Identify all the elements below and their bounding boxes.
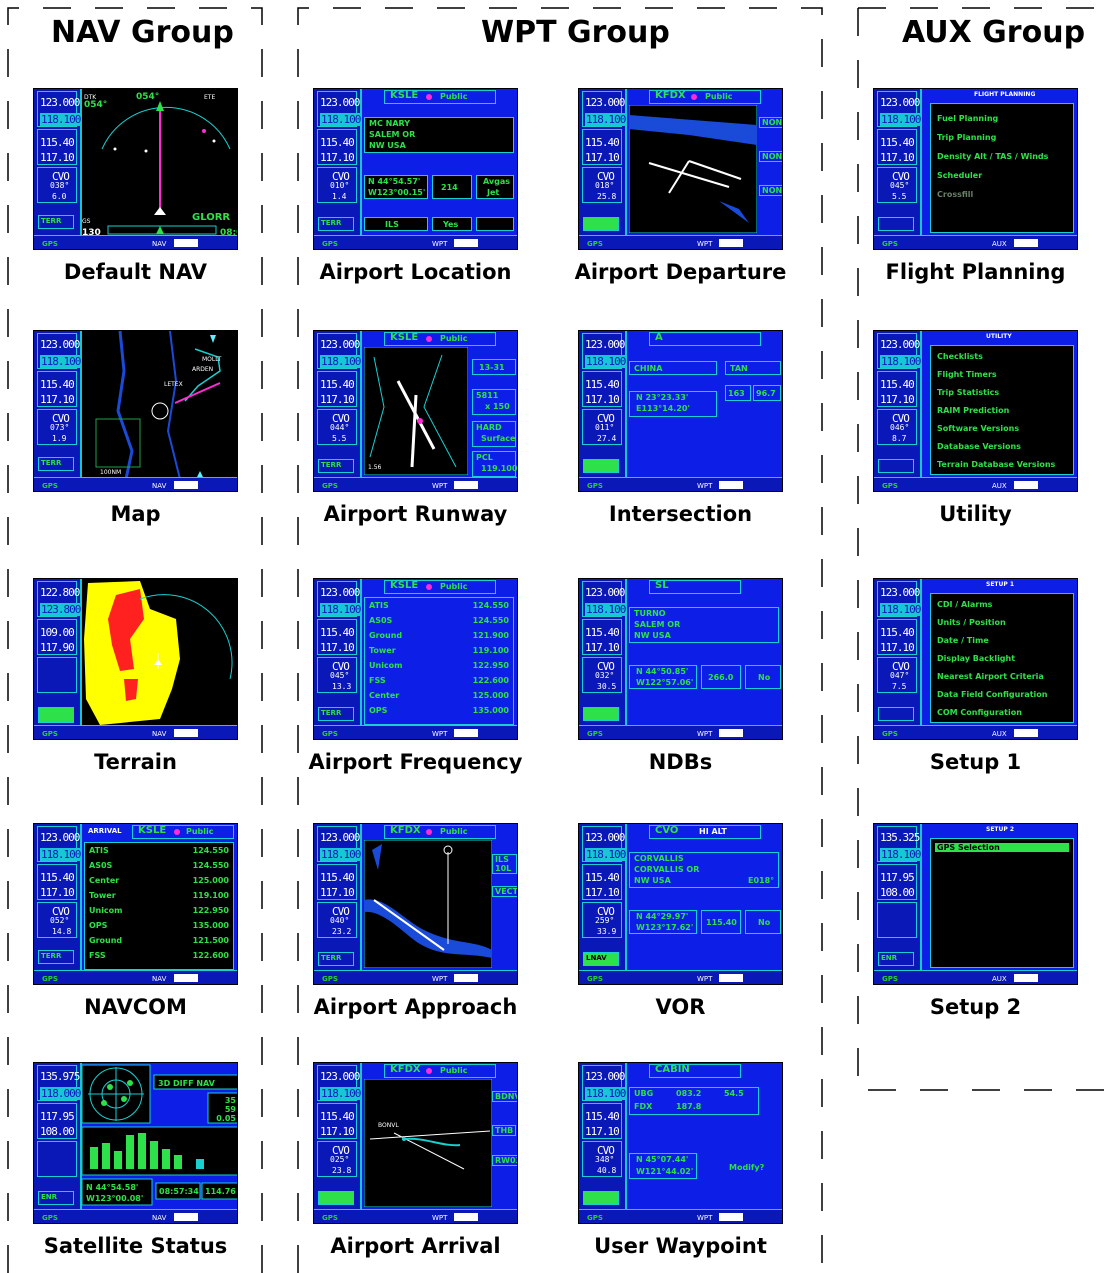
svg-text:08:57:34: 08:57:34 <box>159 1187 199 1196</box>
svg-text:3D DIFF NAV: 3D DIFF NAV <box>158 1079 216 1088</box>
screen-intersection: 123.000 118.100 115.40 117.10 CVO 011° 27.4 … <box>578 330 783 492</box>
caption-intersection: Intersection <box>608 502 753 526</box>
screen-navcom: 123.000 118.100 115.40 117.10 CVO 052° 14.8 … <box>33 823 238 985</box>
caption-airport-runway: Airport Runway <box>323 502 508 526</box>
screen-utility: 123.000 118.100 115.40 117.10 CVO 046° 8.7 U… <box>873 330 1078 492</box>
screen-ndbs: 123.000 118.100 115.40 117.10 CVO 032° 30.5 … <box>578 578 783 740</box>
screen-airport-runway: 123.000 118.100 115.40 117.10 CVO 044° 5.5 T… <box>313 330 518 492</box>
svg-text:08:03: 08:03 <box>220 228 238 237</box>
aux-group-outline <box>857 7 1108 1091</box>
svg-text:BONVL: BONVL <box>378 1122 399 1129</box>
svg-text:35: 35 <box>225 1096 237 1105</box>
svg-text:114.76: 114.76 <box>205 1187 236 1196</box>
caption-terrain: Terrain <box>94 750 177 774</box>
nav-group-box <box>0 0 270 1273</box>
screen-default-nav: 123.000 118.100 115.40 117.10 CVO 038° 6.0 T… <box>33 88 238 250</box>
svg-text:130: 130 <box>82 228 101 237</box>
svg-text:MOLLT: MOLLT <box>202 356 222 363</box>
caption-airport-approach: Airport Approach <box>313 995 518 1019</box>
screen-setup-1: 123.000 118.100 115.40 117.10 CVO 047° 7.5 S… <box>873 578 1078 740</box>
svg-text:ETE: ETE <box>204 94 215 101</box>
runway-diagram: 1.56 <box>364 347 468 475</box>
caption-user-waypoint: User Waypoint <box>594 1234 767 1258</box>
svg-text:LETEX: LETEX <box>164 381 183 388</box>
screen-vor: 123.000 118.100 115.40 117.10 CVO 259° 33.9 … <box>578 823 783 985</box>
caption-airport-departure: Airport Departure <box>574 260 787 284</box>
svg-text:ARDEN: ARDEN <box>192 366 213 373</box>
wpt-group-box <box>290 0 830 1273</box>
screen-user-waypoint: 123.000 118.100 115.40 117.10 CVO 348° 40.8 … <box>578 1062 783 1224</box>
caption-default-nav: Default NAV <box>63 260 208 284</box>
screen-airport-approach: 123.000 118.100 115.40 117.10 CVO 040° 23.2 … <box>313 823 518 985</box>
caption-vor: VOR <box>655 995 706 1019</box>
svg-text:59: 59 <box>225 1105 237 1114</box>
svg-text:GLORR: GLORR <box>192 212 230 223</box>
nav-group-outline <box>7 7 263 1273</box>
screen-map: 123.000 118.100 115.40 117.10 CVO 073° 1.9 T… <box>33 330 238 492</box>
arrival-diagram: BONVL <box>364 1079 492 1207</box>
caption-map: Map <box>110 502 161 526</box>
departure-diagram <box>629 105 757 233</box>
wpt-group-title: WPT Group <box>475 15 670 50</box>
svg-text:0.05: 0.05 <box>216 1114 236 1123</box>
caption-flight-planning: Flight Planning <box>885 260 1066 284</box>
caption-airport-arrival: Airport Arrival <box>330 1234 501 1258</box>
default-nav-hsi: DTK 054° ETE 054° GLORR GS 130 08:03 <box>82 92 238 237</box>
nav-group-title: NAV Group <box>45 15 234 50</box>
screen-airport-location: 123.000 118.100 115.40 117.10 CVO 010° 1.4 T… <box>313 88 518 250</box>
screen-airport-arrival: 123.000 118.100 115.40 117.10 CVO 025° 23.8 … <box>313 1062 518 1224</box>
approach-diagram <box>364 840 492 968</box>
svg-text:054°: 054° <box>84 100 107 110</box>
svg-text:GS: GS <box>82 218 91 225</box>
caption-navcom: NAVCOM <box>84 995 187 1019</box>
svg-text:DTK: DTK <box>84 94 97 101</box>
svg-text:100NM: 100NM <box>100 469 121 476</box>
svg-text:1.56: 1.56 <box>368 464 382 471</box>
caption-satellite-status: Satellite Status <box>43 1234 228 1258</box>
caption-ndbs: NDBs <box>648 750 713 774</box>
aux-group-box <box>850 0 1110 1100</box>
screen-airport-departure: 123.000 118.100 115.40 117.10 CVO 018° 25.8 … <box>578 88 783 250</box>
screen-airport-frequency: 123.000 118.100 115.40 117.10 CVO 045° 13.3 … <box>313 578 518 740</box>
caption-utility: Utility <box>939 502 1012 526</box>
screen-setup-2: 135.325 118.100 117.95 108.00 ENR SETUP 2 … <box>873 823 1078 985</box>
svg-text:N 44°54.58': N 44°54.58' <box>86 1183 138 1192</box>
caption-setup-2: Setup 2 <box>929 995 1022 1019</box>
aux-group-title: AUX Group <box>895 15 1092 50</box>
map-view: ARDEN MOLLT LETEX 100NM <box>95 331 222 479</box>
screen-terrain: 122.800 123.800 109.00 117.90 GPS NAV <box>33 578 238 740</box>
terrain-view <box>84 581 233 725</box>
caption-airport-location: Airport Location <box>319 260 512 284</box>
screen-flight-planning: 123.000 118.100 115.40 117.10 CVO 045° 5.5 F… <box>873 88 1078 250</box>
wpt-group-outline <box>297 7 823 1273</box>
caption-setup-1: Setup 1 <box>929 750 1022 774</box>
svg-text:054°: 054° <box>136 92 159 102</box>
svg-text:W123°00.08': W123°00.08' <box>86 1194 143 1203</box>
screen-satellite-status: 135.975 118.000 117.95 108.00 ENR 3D DIFF … <box>33 1062 238 1224</box>
satellite-sky: 3D DIFF NAV 35 59 0.05 N 44°54.58' W123°… <box>81 1064 237 1206</box>
caption-airport-frequency: Airport Frequency <box>308 750 523 774</box>
